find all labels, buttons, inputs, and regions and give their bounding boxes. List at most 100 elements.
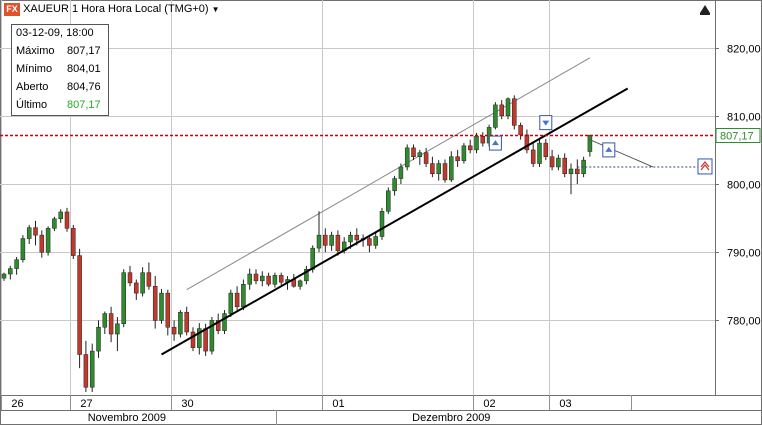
chart-title[interactable]: FX XAUEUR 1 Hora Hora Local (TMG+0) ▼ (4, 3, 220, 19)
candle[interactable] (222, 313, 227, 331)
infobox-row-open: Aberto 804,76 (16, 81, 108, 97)
candle[interactable] (14, 259, 19, 269)
candle[interactable] (39, 234, 45, 253)
candle[interactable] (568, 168, 574, 175)
candle[interactable] (260, 275, 265, 282)
candle[interactable] (575, 168, 580, 175)
candle[interactable] (197, 328, 202, 348)
candle[interactable] (423, 152, 429, 164)
candle[interactable] (83, 354, 89, 388)
candle[interactable] (152, 286, 158, 321)
candle[interactable] (461, 145, 467, 162)
candle[interactable] (404, 147, 410, 168)
candle[interactable] (134, 282, 139, 294)
candle[interactable] (203, 328, 208, 352)
candle[interactable] (33, 227, 38, 236)
channel-line[interactable] (186, 57, 591, 291)
candle[interactable] (455, 156, 460, 162)
trend-ray[interactable] (589, 139, 654, 168)
candle[interactable] (102, 313, 108, 328)
candle[interactable] (392, 178, 397, 192)
candle[interactable] (77, 255, 82, 355)
candle[interactable] (480, 136, 486, 144)
candle[interactable] (266, 275, 271, 285)
candle[interactable] (549, 156, 555, 168)
candle[interactable] (304, 269, 309, 282)
candle[interactable] (241, 284, 246, 308)
x-day-label: 03 (559, 398, 571, 410)
y-tick-label: 810,00 (727, 112, 761, 124)
candle[interactable] (505, 98, 511, 117)
candle[interactable] (537, 142, 542, 164)
candle[interactable] (115, 323, 120, 335)
candle[interactable] (58, 211, 63, 220)
candle[interactable] (430, 163, 435, 175)
candle[interactable] (165, 292, 171, 328)
candle[interactable] (108, 313, 114, 335)
candle[interactable] (26, 227, 32, 239)
candle[interactable] (398, 166, 404, 179)
candle[interactable] (467, 145, 473, 151)
candle[interactable] (228, 292, 234, 314)
candle[interactable] (530, 149, 536, 164)
candle[interactable] (379, 211, 385, 237)
candle[interactable] (335, 234, 341, 252)
candle[interactable] (121, 272, 126, 325)
candle[interactable] (234, 292, 240, 308)
candle[interactable] (8, 268, 13, 275)
candle[interactable] (184, 311, 189, 333)
candle[interactable] (493, 104, 498, 128)
scroll-up-icon[interactable] (700, 5, 710, 13)
symbol-label[interactable]: XAUEUR 1 Hora Hora Local (TMG+0) (23, 3, 209, 15)
dropdown-arrow-icon[interactable]: ▼ (211, 5, 220, 14)
candle[interactable] (127, 272, 133, 284)
candle[interactable] (171, 326, 177, 335)
candle[interactable] (297, 280, 303, 287)
candle[interactable] (417, 152, 423, 157)
candle[interactable] (562, 157, 567, 175)
candle[interactable] (436, 163, 441, 175)
candle[interactable] (247, 273, 252, 285)
trend-line[interactable] (161, 87, 629, 356)
candle[interactable] (411, 147, 416, 157)
candle[interactable] (140, 272, 145, 294)
candle[interactable] (587, 134, 593, 152)
candle[interactable] (52, 218, 57, 229)
candle[interactable] (543, 142, 549, 157)
candle[interactable] (146, 272, 152, 287)
candle[interactable] (64, 211, 70, 229)
candle[interactable] (1, 273, 7, 279)
candle[interactable] (442, 163, 448, 181)
current-price-label: 807,17 (720, 131, 754, 143)
candle[interactable] (354, 234, 360, 241)
candle[interactable] (159, 292, 164, 321)
candle[interactable] (316, 234, 322, 249)
candle[interactable] (178, 311, 183, 335)
candle[interactable] (45, 228, 51, 253)
candle[interactable] (190, 331, 196, 348)
candle[interactable] (367, 238, 372, 246)
candle[interactable] (272, 275, 278, 285)
candle[interactable] (20, 238, 26, 260)
candle[interactable] (373, 236, 378, 246)
candle[interactable] (323, 234, 328, 246)
candle[interactable] (518, 125, 523, 136)
candle[interactable] (474, 136, 479, 151)
candle[interactable] (329, 234, 334, 246)
candle[interactable] (348, 234, 353, 243)
candle[interactable] (278, 275, 284, 283)
candle[interactable] (556, 157, 561, 168)
candle[interactable] (386, 190, 391, 212)
candle[interactable] (310, 247, 315, 270)
candle[interactable] (449, 156, 454, 181)
candle[interactable] (512, 98, 517, 126)
candle[interactable] (215, 320, 221, 331)
candle[interactable] (253, 273, 259, 282)
alert-icon (700, 160, 710, 171)
candle[interactable] (89, 350, 95, 388)
candle[interactable] (71, 228, 76, 256)
candle[interactable] (209, 320, 215, 352)
candle[interactable] (96, 326, 101, 352)
candle[interactable] (499, 104, 504, 117)
